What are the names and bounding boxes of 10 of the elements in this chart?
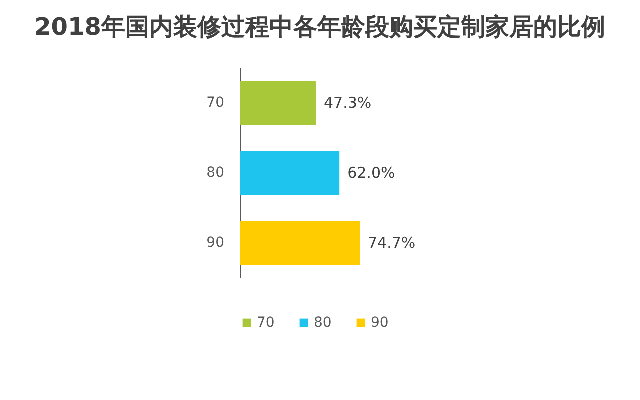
data-label: 47.3%	[324, 94, 372, 112]
y-tick-label: 90	[206, 235, 224, 251]
y-tick-label: 70	[206, 95, 224, 111]
data-label: 62.0%	[348, 164, 396, 182]
legend-label: 70	[257, 315, 275, 331]
y-tick-label: 80	[206, 165, 224, 181]
legend-label: 80	[314, 315, 332, 331]
chart-title: 2018年国内装修过程中各年龄段购买定制家居的比例	[34, 13, 606, 41]
data-label: 74.7%	[368, 234, 416, 252]
legend-label: 90	[371, 315, 389, 331]
